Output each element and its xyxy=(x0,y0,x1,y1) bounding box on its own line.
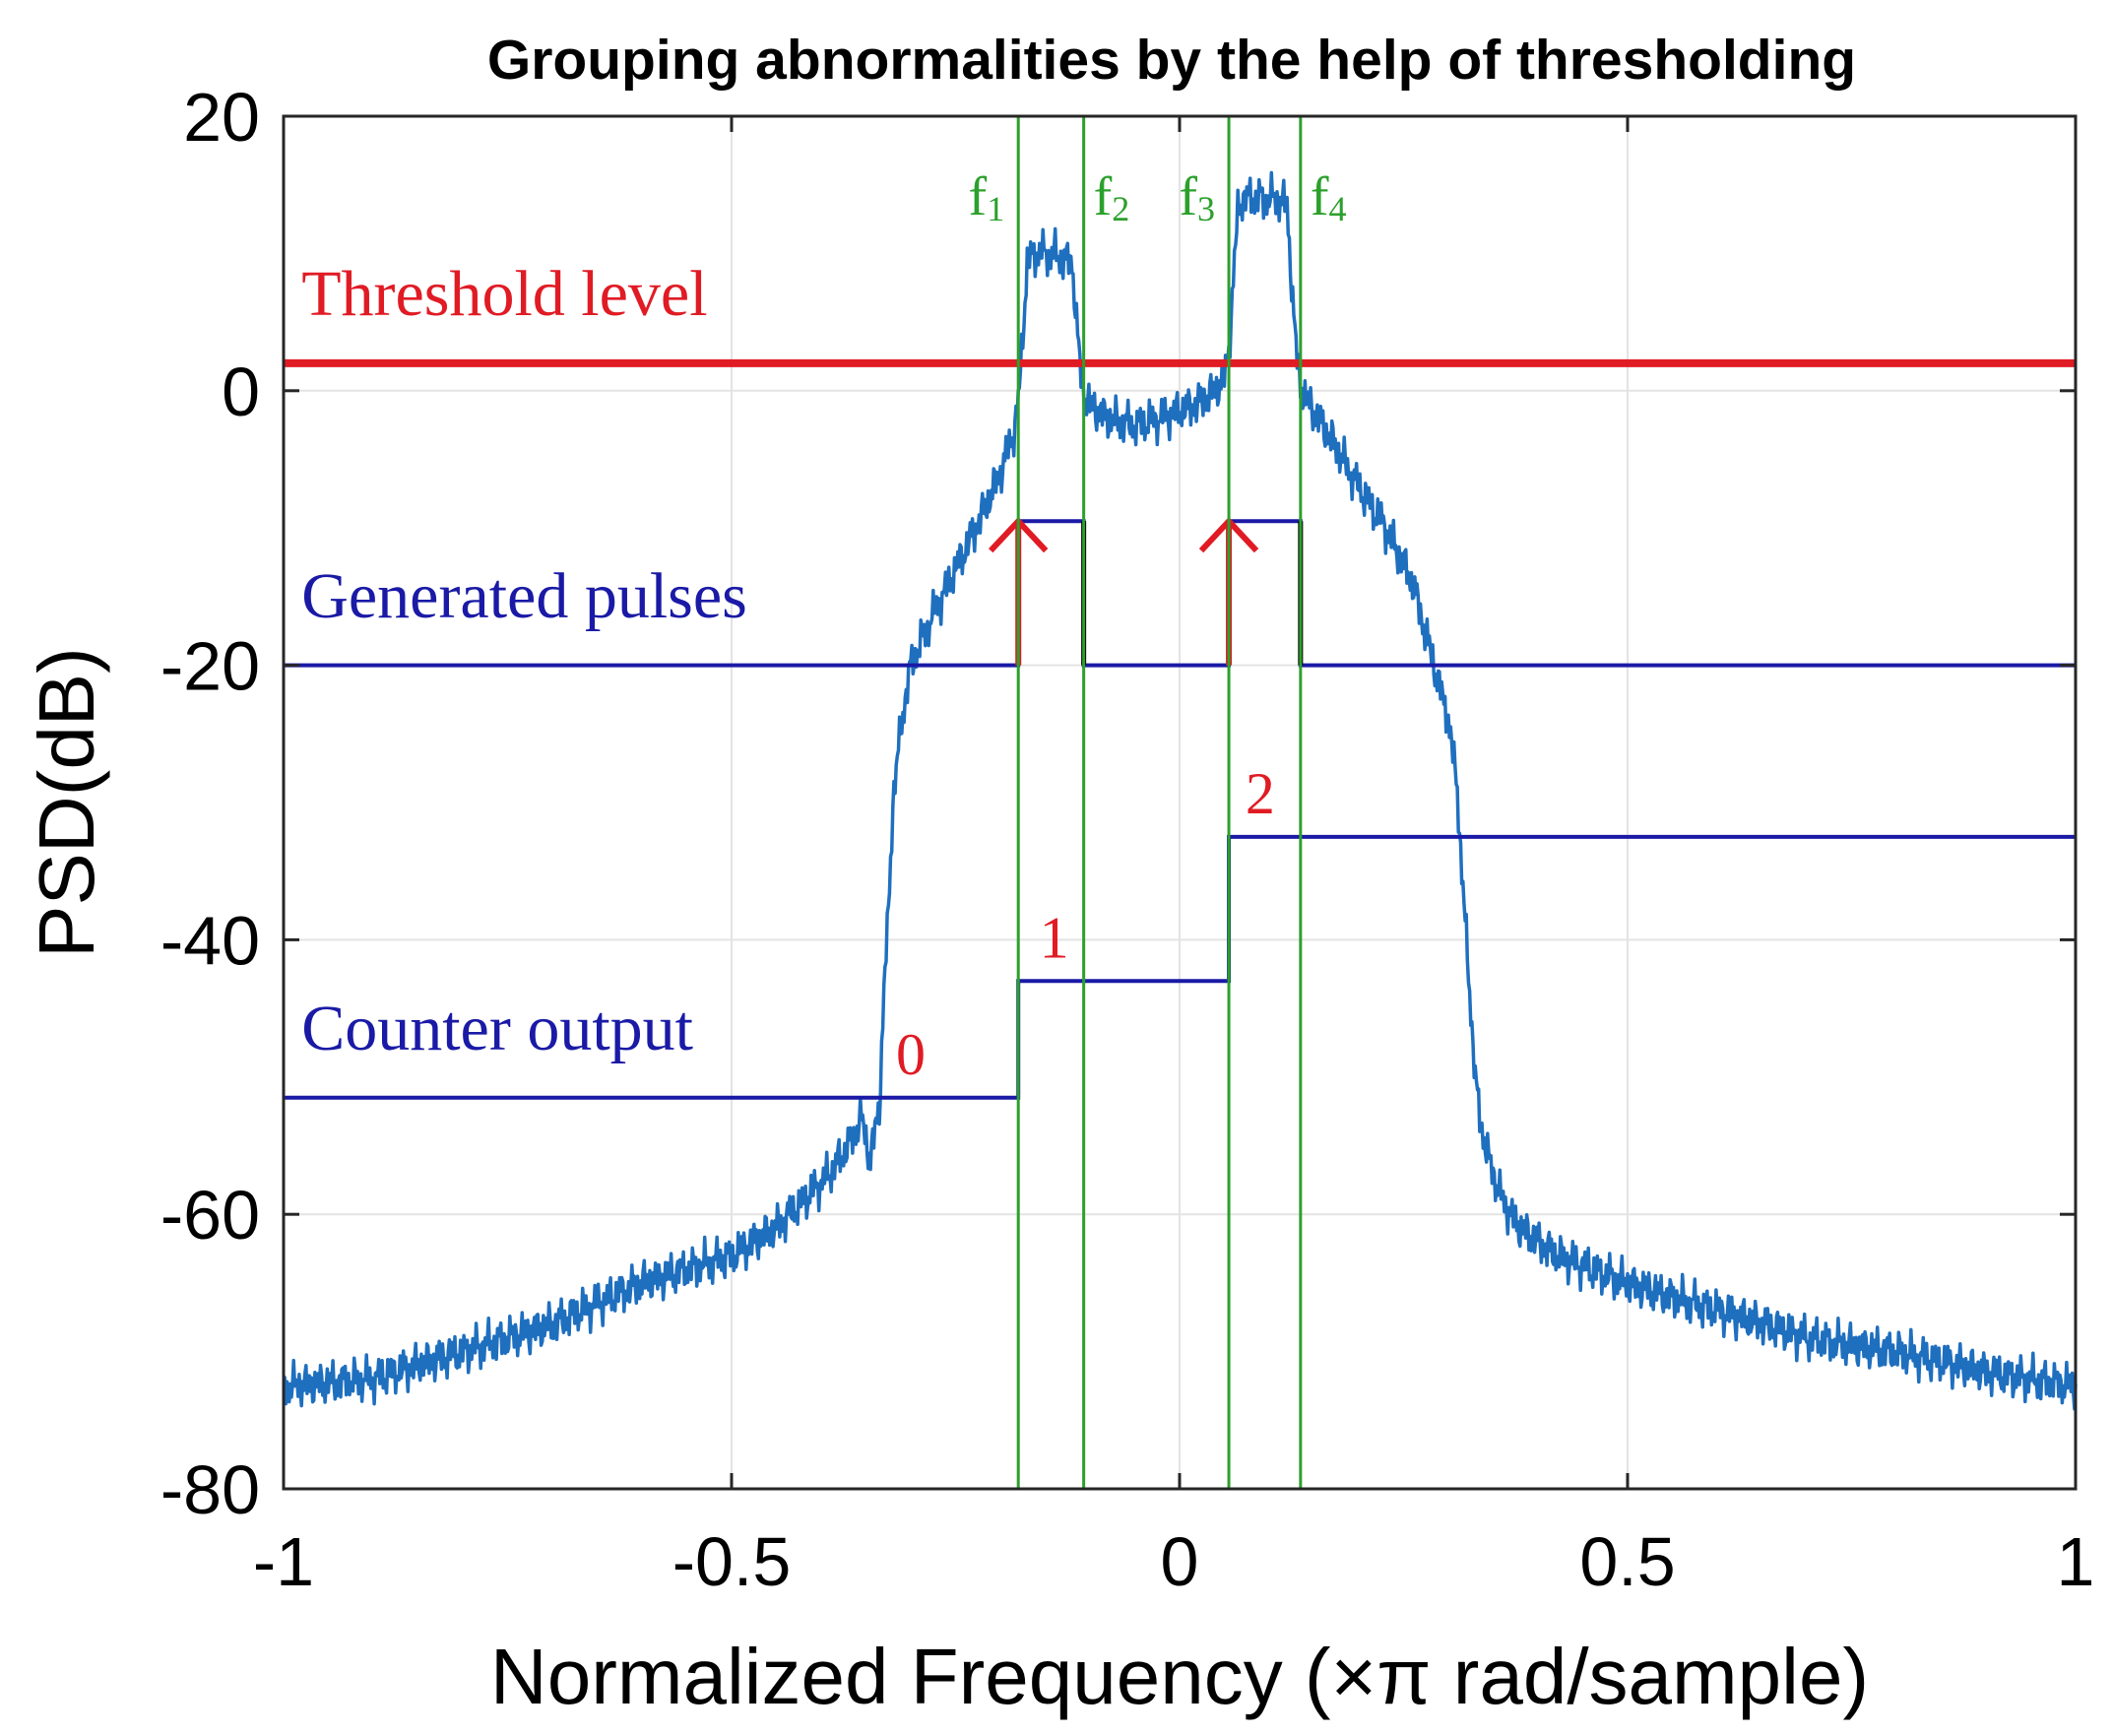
x-tick-label: 0 xyxy=(1161,1523,1199,1600)
counter-value-label: 1 xyxy=(1040,905,1069,970)
annotation-label: Threshold level xyxy=(301,258,707,330)
marker-layer: f1 f2 f3 f4 xyxy=(969,116,1347,1489)
marker-label-base: f xyxy=(1311,166,1329,227)
marker-label-f4: f4 xyxy=(1311,166,1347,228)
marker-label-subscript: 2 xyxy=(1112,189,1129,228)
y-tick-label: -60 xyxy=(160,1177,260,1254)
marker-label-base: f xyxy=(1094,166,1113,227)
x-tick-label: 0.5 xyxy=(1579,1523,1675,1600)
chart-title: Grouping abnormalities by the help of th… xyxy=(487,29,1856,92)
marker-label-f3: f3 xyxy=(1179,166,1215,228)
y-tick-label: -20 xyxy=(160,628,260,705)
psd-curve xyxy=(282,170,2078,1411)
counter-layer: 0 1 2 xyxy=(284,761,2076,1100)
marker-label-base: f xyxy=(1179,166,1197,227)
x-tick-label: 1 xyxy=(2057,1523,2095,1600)
marker-label-subscript: 4 xyxy=(1329,189,1347,228)
marker-label-f1: f1 xyxy=(969,166,1005,228)
marker-label-subscript: 3 xyxy=(1197,189,1215,228)
y-tick-label: -40 xyxy=(160,902,260,979)
y-tick-label: -80 xyxy=(160,1451,260,1528)
psd-layer xyxy=(282,170,2078,1411)
y-axis-label: PSD(dB) xyxy=(23,647,110,958)
x-tick-label: -0.5 xyxy=(672,1523,792,1600)
y-tick-label: 20 xyxy=(183,79,260,156)
y-tick-label: 0 xyxy=(222,354,260,430)
x-axis-label: Normalized Frequency (×π rad/sample) xyxy=(490,1633,1869,1720)
annotation-label: Counter output xyxy=(301,993,693,1064)
marker-label-f2: f2 xyxy=(1094,166,1130,228)
counter-value-label: 0 xyxy=(896,1022,926,1087)
x-tick-label: -1 xyxy=(253,1523,314,1600)
annotation-label: Generated pulses xyxy=(301,560,747,632)
counter-line xyxy=(284,834,2076,1100)
marker-label-base: f xyxy=(969,166,988,227)
counter-value-label: 2 xyxy=(1246,761,1275,826)
marker-label-subscript: 1 xyxy=(987,189,1004,228)
annotation-layer: Threshold level Generated pulses Counter o… xyxy=(301,258,747,1064)
